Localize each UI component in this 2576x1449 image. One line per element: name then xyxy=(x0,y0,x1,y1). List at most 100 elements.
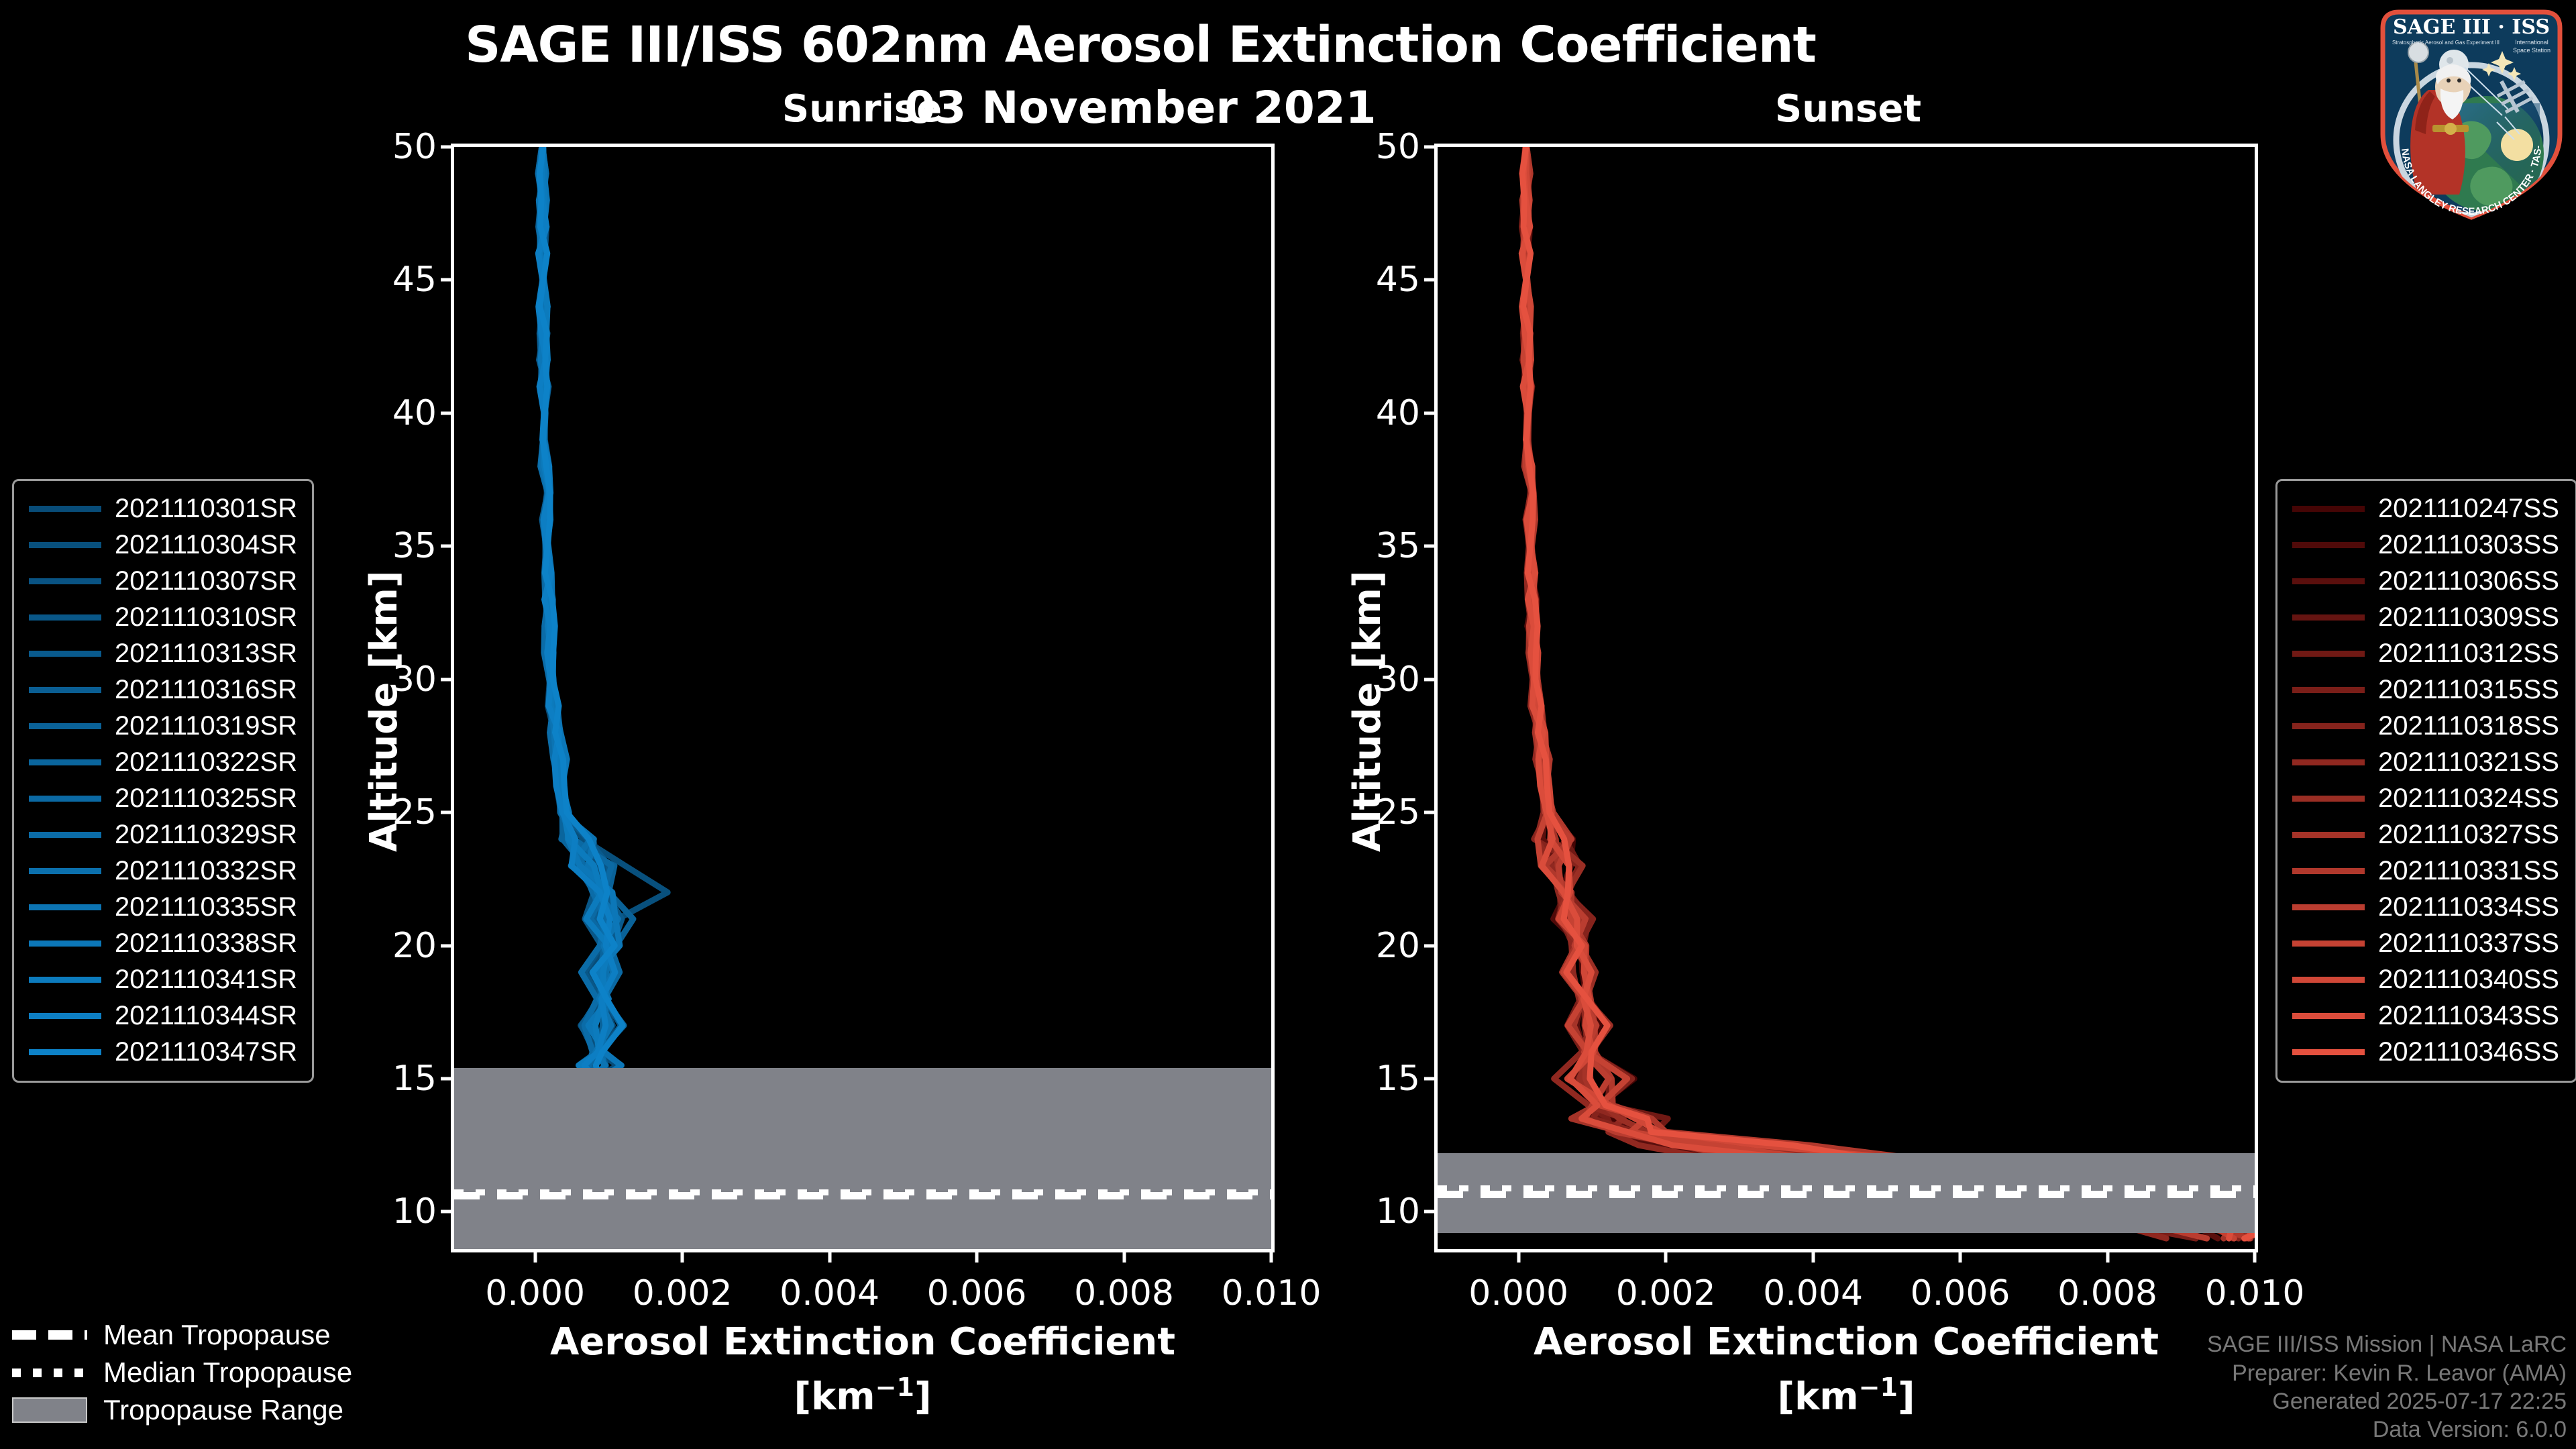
legend-item-label: 2021110303SS xyxy=(2378,529,2559,559)
legend-item[interactable]: 2021110341SR xyxy=(29,961,297,998)
x-tick-mark xyxy=(1958,1249,1962,1263)
logo-title: SAGE III · ISS xyxy=(2393,15,2550,39)
x-tick-mark xyxy=(2253,1249,2257,1263)
x-tick-label: 0.004 xyxy=(780,1273,880,1313)
legend-item[interactable]: 2021110331SS xyxy=(2292,853,2561,889)
legend-item-label: 2021110312SS xyxy=(2378,638,2559,668)
sunset-plot-canvas xyxy=(1438,147,2255,1249)
y-tick-label: 20 xyxy=(1375,925,1420,966)
legend-color-swatch xyxy=(29,722,101,729)
page-title: SAGE III/ISS 602nm Aerosol Extinction Co… xyxy=(465,16,1817,74)
legend-color-swatch xyxy=(29,614,101,621)
y-tick-mark xyxy=(1424,944,1438,948)
y-tick-label: 15 xyxy=(1375,1059,1420,1099)
legend-item[interactable]: 2021110313SR xyxy=(29,635,297,672)
legend-item-label: 2021110334SS xyxy=(2378,892,2559,922)
legend-item-label: 2021110319SR xyxy=(115,710,298,741)
legend-item[interactable]: 2021110340SS xyxy=(2292,961,2561,998)
legend-item[interactable]: 2021110318SS xyxy=(2292,708,2561,744)
legend-item[interactable]: 2021110337SS xyxy=(2292,925,2561,961)
sunrise-median-tropopause-line xyxy=(454,1189,1271,1195)
legend-item[interactable]: 2021110327SS xyxy=(2292,816,2561,853)
sunrise-mean-tropopause-line xyxy=(454,1191,1271,1199)
legend-item[interactable]: 2021110332SR xyxy=(29,853,297,889)
legend-item[interactable]: 2021110347SR xyxy=(29,1034,297,1070)
sunset-legend[interactable]: 2021110247SS 2021110303SS 2021110306SS 2021… xyxy=(2275,479,2576,1083)
legend-item[interactable]: 2021110247SS xyxy=(2292,490,2561,527)
legend-item[interactable]: 2021110334SS xyxy=(2292,889,2561,925)
legend-color-swatch xyxy=(29,578,101,584)
legend-item[interactable]: 2021110329SR xyxy=(29,816,297,853)
legend-color-swatch xyxy=(2292,795,2365,802)
legend-color-swatch xyxy=(2292,541,2365,548)
legend-item[interactable]: 2021110315SS xyxy=(2292,672,2561,708)
sunrise-x-axis-label: Aerosol Extinction Coefficient xyxy=(549,1320,1176,1364)
y-tick-label: 40 xyxy=(392,392,437,433)
legend-item-label: 2021110329SR xyxy=(115,819,298,849)
legend-item[interactable]: 2021110307SR xyxy=(29,563,297,599)
legend-color-swatch xyxy=(29,904,101,910)
legend-item[interactable]: 2021110310SR xyxy=(29,599,297,635)
y-tick-label: 50 xyxy=(1375,127,1420,167)
sunset-plot-area: 10 15 20 25 30 35 40 45 50 0.000 0.002 0.004 0.006 0… xyxy=(1376,127,2305,1313)
legend-item-label: 2021110327SS xyxy=(2378,819,2559,849)
y-tick-mark xyxy=(441,411,454,415)
legend-item-label: 2021110321SS xyxy=(2378,747,2559,777)
x-tick-label: 0.008 xyxy=(2057,1273,2157,1313)
legend-color-swatch xyxy=(2292,650,2365,657)
x-tick-label: 0.010 xyxy=(2204,1273,2305,1313)
legend-item-label: 2021110322SR xyxy=(115,747,298,777)
sunrise-legend[interactable]: 2021110301SR 2021110304SR 2021110307SR 2021… xyxy=(12,479,314,1083)
sunset-x-axis-label: Aerosol Extinction Coefficient xyxy=(1533,1320,2159,1364)
y-tick-label: 45 xyxy=(1375,260,1420,301)
median-tropopause-label: Median Tropopause xyxy=(103,1356,353,1388)
legend-item[interactable]: 2021110303SS xyxy=(2292,527,2561,563)
sunrise-panel-heading: Sunrise xyxy=(782,87,943,131)
legend-item[interactable]: 2021110304SR xyxy=(29,527,297,563)
x-tick-label: 0.004 xyxy=(1763,1273,1864,1313)
legend-item[interactable]: 2021110312SS xyxy=(2292,635,2561,672)
legend-color-swatch xyxy=(29,867,101,874)
legend-color-swatch xyxy=(2292,1012,2365,1019)
legend-item[interactable]: 2021110325SR xyxy=(29,780,297,816)
legend-item[interactable]: 2021110324SS xyxy=(2292,780,2561,816)
legend-item[interactable]: 2021110321SS xyxy=(2292,744,2561,780)
x-tick-label: 0.010 xyxy=(1221,1273,1322,1313)
legend-item[interactable]: 2021110335SR xyxy=(29,889,297,925)
y-tick-mark xyxy=(441,678,454,682)
date-subtitle: 03 November 2021 xyxy=(904,82,1377,133)
y-tick-mark xyxy=(1424,544,1438,548)
legend-color-swatch xyxy=(29,541,101,548)
mean-tropopause-dash-icon xyxy=(12,1328,87,1342)
legend-item[interactable]: 2021110309SS xyxy=(2292,599,2561,635)
logo-subtitle-left: Stratospheric Aerosol and Gas Experiment… xyxy=(2392,40,2500,46)
y-tick-label: 50 xyxy=(392,127,437,167)
legend-color-swatch xyxy=(29,1012,101,1019)
x-tick-mark xyxy=(1517,1249,1521,1263)
legend-color-swatch xyxy=(2292,867,2365,874)
legend-color-swatch xyxy=(29,831,101,838)
sunset-y-axis-label: Altitude [km] xyxy=(1346,570,1389,852)
legend-item[interactable]: 2021110316SR xyxy=(29,672,297,708)
y-tick-mark xyxy=(1424,678,1438,682)
legend-item[interactable]: 2021110301SR xyxy=(29,490,297,527)
y-tick-mark xyxy=(441,145,454,149)
legend-item-label: 2021110304SR xyxy=(115,529,298,559)
legend-color-swatch xyxy=(2292,759,2365,765)
y-tick-mark xyxy=(1424,278,1438,282)
x-tick-label: 0.000 xyxy=(1468,1273,1569,1313)
legend-item-label: 2021110313SR xyxy=(115,638,298,668)
legend-item[interactable]: 2021110306SS xyxy=(2292,563,2561,599)
legend-item-label: 2021110301SR xyxy=(115,493,298,523)
legend-item[interactable]: 2021110344SR xyxy=(29,998,297,1034)
legend-item-label: 2021110309SS xyxy=(2378,602,2559,632)
y-tick-label: 10 xyxy=(392,1191,437,1232)
legend-color-swatch xyxy=(2292,904,2365,910)
legend-item[interactable]: 2021110322SR xyxy=(29,744,297,780)
legend-item[interactable]: 2021110346SS xyxy=(2292,1034,2561,1070)
x-tick-label: 0.000 xyxy=(485,1273,586,1313)
legend-item[interactable]: 2021110338SR xyxy=(29,925,297,961)
legend-item[interactable]: 2021110343SS xyxy=(2292,998,2561,1034)
legend-item[interactable]: 2021110319SR xyxy=(29,708,297,744)
legend-item-label: 2021110316SR xyxy=(115,674,298,704)
